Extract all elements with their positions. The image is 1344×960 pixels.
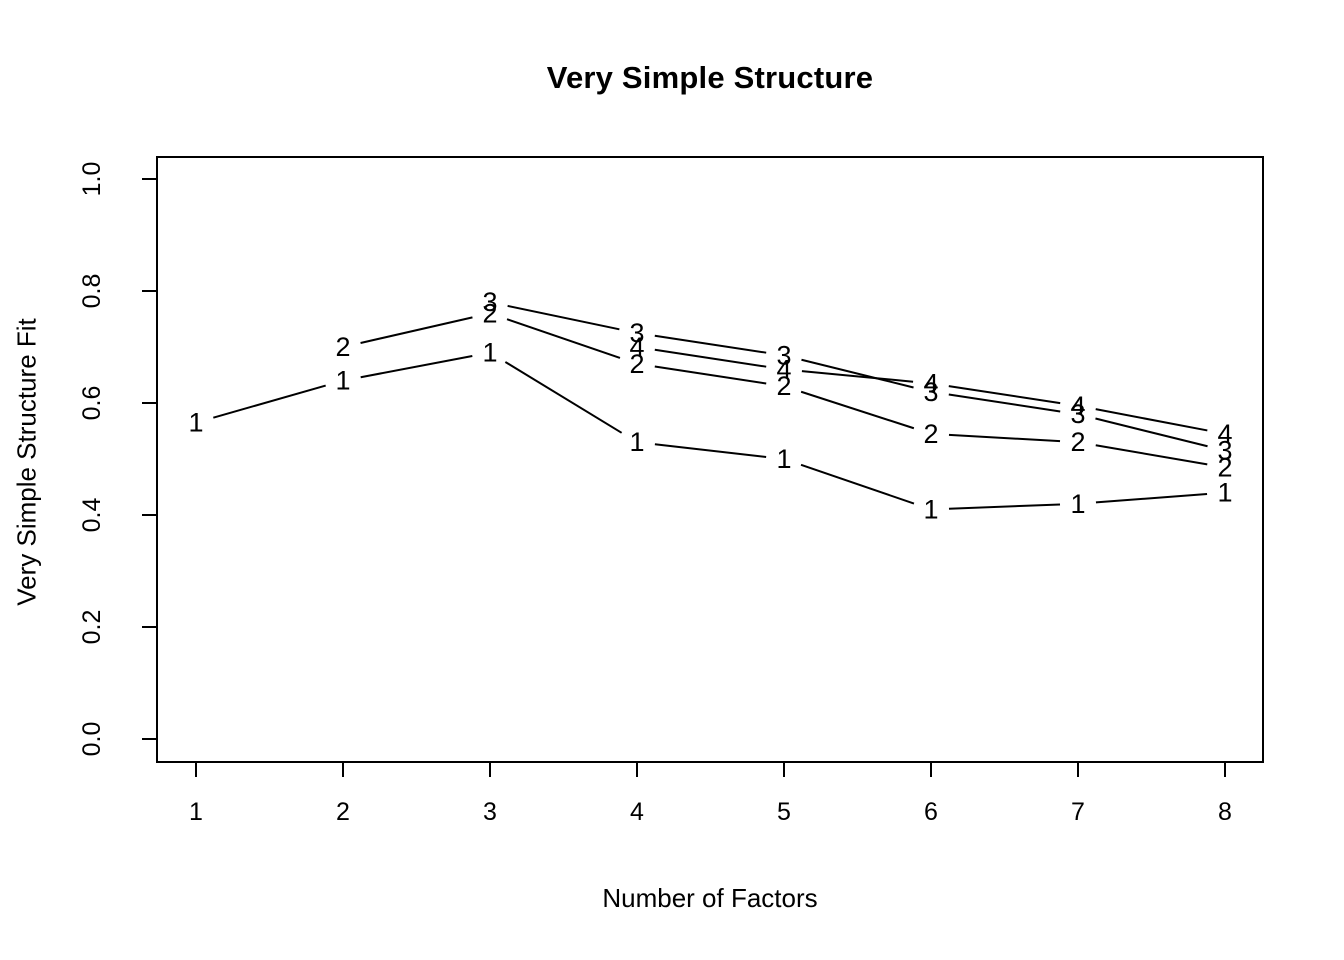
point-label: 2 — [923, 419, 938, 449]
series-segment — [800, 463, 915, 505]
point-label: 3 — [1217, 436, 1232, 466]
x-tick-label: 1 — [189, 798, 203, 826]
series-segment — [801, 370, 914, 383]
series-segment — [654, 348, 767, 368]
y-tick-label: 0.2 — [78, 610, 106, 645]
series-segment — [801, 358, 914, 389]
x-axis: 1 2 3 4 5 6 7 8 — [189, 762, 1232, 826]
point-label: 3 — [923, 377, 938, 407]
y-axis-title: Very Simple Structure Fit — [11, 318, 42, 606]
point-label: 2 — [776, 371, 791, 401]
point-label: 2 — [482, 298, 497, 328]
point-label: 1 — [629, 427, 644, 457]
series-segment — [360, 316, 473, 344]
x-tick-label: 3 — [483, 798, 497, 826]
series-segment — [360, 354, 473, 379]
y-tick-label: 0.8 — [78, 274, 106, 309]
x-tick-label: 7 — [1071, 798, 1085, 826]
series-segment — [213, 384, 326, 419]
series-segment — [504, 361, 623, 434]
series-segment — [800, 390, 915, 430]
point-label: 3 — [482, 287, 497, 317]
point-label: 4 — [629, 332, 644, 362]
point-label: 4 — [923, 368, 938, 398]
point-label: 3 — [776, 340, 791, 370]
x-axis-title: Number of Factors — [602, 883, 818, 913]
point-label: 1 — [923, 494, 938, 524]
series-segment — [654, 443, 767, 458]
series-segment — [948, 385, 1061, 405]
series-segment — [1095, 444, 1208, 466]
x-tick-label: 5 — [777, 798, 791, 826]
point-label: 4 — [1217, 419, 1232, 449]
y-axis: 0.0 0.2 0.4 0.6 0.8 1.0 — [78, 162, 157, 757]
series-segment — [1095, 408, 1208, 432]
point-label: 1 — [1217, 478, 1232, 508]
series-segment — [1095, 492, 1208, 504]
chart-title: Very Simple Structure — [546, 60, 874, 95]
point-label: 4 — [776, 354, 791, 384]
point-label: 3 — [629, 318, 644, 348]
series-complexity-1: 1 1 1 1 1 1 1 1 — [188, 338, 1232, 525]
point-label: 2 — [1070, 427, 1085, 457]
point-label: 1 — [482, 338, 497, 368]
point-label: 1 — [1070, 489, 1085, 519]
point-label: 2 — [335, 332, 350, 362]
series-segment — [506, 318, 621, 359]
series-segment — [1095, 417, 1208, 448]
series-complexity-3: 3 3 3 3 3 3 — [482, 287, 1232, 465]
y-tick-label: 0.6 — [78, 386, 106, 421]
point-label: 3 — [1070, 399, 1085, 429]
series-segment — [948, 393, 1061, 413]
series-segment — [654, 334, 767, 354]
x-tick-label: 4 — [630, 798, 644, 826]
point-label: 1 — [335, 366, 350, 396]
point-label: 1 — [776, 444, 791, 474]
series-complexity-4: 4 4 4 4 4 — [629, 332, 1232, 449]
y-tick-label: 0.4 — [78, 498, 106, 533]
x-tick-label: 2 — [336, 798, 350, 826]
x-tick-label: 8 — [1218, 798, 1232, 826]
y-tick-label: 1.0 — [78, 162, 106, 197]
plot-box — [156, 156, 1264, 763]
y-tick-label: 0.0 — [78, 722, 106, 757]
series-segment — [948, 503, 1061, 510]
series-segment — [948, 433, 1061, 443]
point-label: 2 — [1217, 452, 1232, 482]
series-complexity-2: 2 2 2 2 2 2 2 — [335, 298, 1232, 482]
series-segment — [507, 304, 620, 331]
series-segment — [654, 365, 767, 385]
x-tick-label: 6 — [924, 798, 938, 826]
point-label: 2 — [629, 349, 644, 379]
point-label: 1 — [188, 408, 203, 438]
point-label: 4 — [1070, 391, 1085, 421]
